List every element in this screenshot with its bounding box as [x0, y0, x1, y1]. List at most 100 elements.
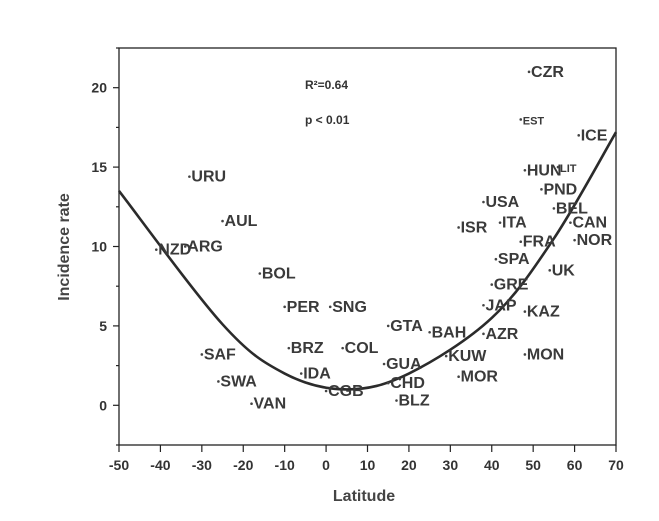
data-point: [382, 362, 386, 366]
point-label: SPA: [498, 251, 530, 268]
data-point: [523, 168, 527, 172]
x-tick-label: 10: [360, 457, 376, 473]
point-label: KUW: [448, 348, 487, 365]
data-point: [552, 207, 556, 210]
data-point: [444, 354, 448, 358]
data-point: [556, 165, 560, 169]
point-label: ARG: [187, 239, 223, 256]
x-tick-label: 70: [608, 457, 624, 473]
x-tick-label: 0: [322, 457, 330, 473]
point-label: URU: [191, 169, 226, 186]
data-point: [250, 402, 253, 406]
point-label: ITA: [502, 215, 527, 232]
data-point: [494, 257, 498, 261]
data-point: [395, 399, 398, 402]
point-label: NOR: [577, 232, 613, 249]
data-point: [386, 324, 390, 328]
data-point: [577, 134, 581, 137]
data-point: [490, 283, 494, 286]
data-point: [482, 332, 485, 336]
data-point: [523, 310, 527, 313]
x-axis-title: Latitude: [333, 488, 395, 505]
x-tick-label: -20: [233, 457, 253, 473]
p-value-annotation: p < 0.01: [305, 113, 350, 127]
point-label: CAN: [572, 215, 607, 232]
r-squared-annotation: R²=0.64: [305, 78, 348, 92]
fit-curve: [117, 131, 618, 391]
point-label: NZD: [158, 242, 191, 259]
fit-curve-layer: [117, 131, 618, 391]
point-label: BEL: [556, 200, 588, 217]
x-tick-label: -10: [275, 457, 295, 473]
y-tick-label: 10: [91, 239, 107, 255]
y-tick-label: 5: [99, 318, 107, 334]
point-label: BOL: [262, 265, 296, 282]
x-tick-label: 50: [525, 457, 541, 473]
data-point: [258, 272, 262, 275]
point-label: CGB: [328, 383, 364, 400]
point-label: BRZ: [291, 340, 324, 357]
x-tick-label: 20: [401, 457, 417, 473]
point-label: UK: [552, 262, 576, 279]
x-tick-label: 40: [484, 457, 500, 473]
x-tick-label: 30: [443, 457, 459, 473]
y-tick-label: 0: [99, 397, 107, 413]
data-point: [324, 389, 328, 393]
point-label: GRE: [494, 277, 529, 294]
point-label: IDA: [303, 366, 331, 383]
y-axis-title: Incidence rate: [56, 193, 73, 301]
point-label: AUL: [225, 213, 258, 230]
data-point: [548, 269, 552, 272]
data-point: [221, 219, 224, 223]
x-tick-label: -30: [192, 457, 212, 473]
point-label: FRA: [523, 234, 556, 251]
point-label: MOR: [461, 369, 499, 386]
data-point: [283, 305, 286, 309]
point-label: MON: [527, 346, 564, 363]
x-tick-label: -40: [150, 457, 170, 473]
point-label: BLZ: [398, 393, 429, 410]
y-axis: 0 5 10 15 20: [91, 47, 119, 446]
point-label: USA: [485, 194, 519, 211]
data-point: [457, 226, 460, 229]
x-tick-label: 60: [567, 457, 583, 473]
point-label: COL: [345, 340, 379, 357]
point-label: CZR: [531, 64, 564, 81]
point-label: SNG: [332, 299, 367, 316]
point-label: CHD: [390, 375, 425, 392]
data-point: [386, 381, 390, 385]
x-axis: -50 -40 -30 -20 -10 0 10 20 30 40 50 60 70: [109, 445, 624, 473]
data-point: [540, 188, 543, 191]
point-label: EST: [523, 115, 545, 127]
data-point: [519, 240, 523, 244]
x-tick-label: -50: [109, 457, 129, 473]
data-point: [523, 353, 527, 356]
data-point: [188, 175, 191, 178]
data-point: [573, 238, 576, 242]
point-label: SWA: [220, 373, 257, 390]
point-label: GUA: [386, 356, 422, 373]
data-point: [328, 305, 332, 309]
data-point: [287, 346, 291, 350]
data-point: [154, 248, 158, 251]
data-point: [569, 221, 572, 224]
data-point: [498, 221, 502, 224]
point-label: HUN: [527, 162, 562, 179]
data-point: [457, 375, 460, 379]
data-point: [183, 245, 187, 248]
point-label: ISR: [461, 219, 488, 236]
point-label: PND: [543, 181, 577, 198]
y-tick-label: 20: [91, 80, 107, 96]
point-label: BAH: [432, 324, 467, 341]
data-point: [299, 372, 303, 375]
point-label: JAP: [485, 297, 516, 314]
data-point: [519, 118, 523, 121]
point-label: SAF: [204, 346, 236, 363]
point-label: VAN: [254, 396, 287, 413]
data-point: [341, 346, 344, 350]
point-label: AZR: [485, 326, 518, 343]
data-point: [482, 303, 485, 307]
point-label: ICE: [581, 127, 608, 144]
